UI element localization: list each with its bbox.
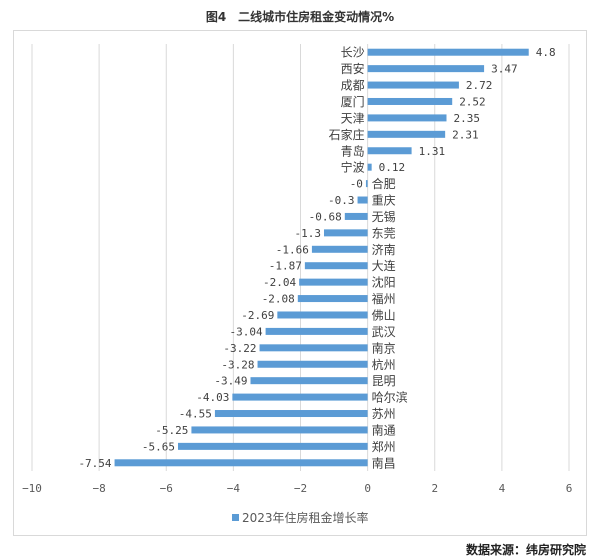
data-label: -3.28 <box>221 358 254 371</box>
bar <box>304 262 368 270</box>
category-label: 无锡 <box>372 209 396 224</box>
category-label: 济南 <box>372 242 396 257</box>
bar <box>367 97 453 105</box>
data-label: -2.08 <box>262 293 295 306</box>
data-label: 0.12 <box>379 161 406 174</box>
data-label: -4.03 <box>196 391 229 404</box>
data-label: 2.35 <box>453 112 480 125</box>
bar <box>177 442 368 450</box>
category-label: 南京 <box>372 340 396 355</box>
bar <box>191 426 368 434</box>
bar <box>114 459 368 467</box>
category-label: 青岛 <box>341 143 365 158</box>
bar <box>259 344 368 352</box>
data-label: -5.65 <box>142 440 175 453</box>
data-label: 2.52 <box>459 95 486 108</box>
x-tick-label: −10 <box>22 482 42 495</box>
bar <box>367 81 459 89</box>
x-tick-label: 0 <box>364 482 371 495</box>
data-label: 2.72 <box>466 79 493 92</box>
data-label: -0 <box>350 178 363 191</box>
category-label: 石家庄 <box>329 127 365 142</box>
bar <box>323 229 368 237</box>
data-label: -2.69 <box>241 309 274 322</box>
category-label: 东莞 <box>372 226 396 240</box>
category-label: 天津 <box>341 111 365 125</box>
bar <box>250 377 368 385</box>
data-label: -3.49 <box>214 375 247 388</box>
data-label: -1.87 <box>269 260 302 273</box>
category-label: 苏州 <box>372 407 396 421</box>
x-tick-label: −2 <box>294 482 307 495</box>
category-label: 武汉 <box>372 325 396 339</box>
data-label: -0.3 <box>328 194 355 207</box>
category-label: 南通 <box>372 422 396 437</box>
data-label: -3.04 <box>229 325 262 338</box>
data-label: 3.47 <box>491 63 518 76</box>
bar <box>357 196 368 204</box>
bar <box>299 278 368 286</box>
bar <box>367 65 485 73</box>
category-label: 郑州 <box>372 439 396 454</box>
data-label: -0.68 <box>309 210 342 223</box>
bar <box>297 295 368 303</box>
category-label: 福州 <box>372 291 396 306</box>
category-label: 成都 <box>341 79 365 93</box>
category-label: 长沙 <box>341 46 365 60</box>
bar <box>367 48 529 56</box>
bar <box>257 360 368 368</box>
bar <box>344 212 368 220</box>
x-tick-label: −8 <box>93 482 106 495</box>
chart-title: 图4 二线城市住房租金变动情况% <box>205 10 395 24</box>
category-label: 厦门 <box>341 94 365 109</box>
data-label: -2.04 <box>263 276 296 289</box>
legend: 2023年住房租金增长率 <box>232 509 369 526</box>
bar <box>367 163 372 171</box>
bar <box>311 245 368 253</box>
data-label: 2.31 <box>452 128 479 141</box>
legend-label: 2023年住房租金增长率 <box>242 511 369 525</box>
source-note: 数据来源：纬房研究院 <box>465 543 586 557</box>
category-label: 哈尔滨 <box>372 390 408 405</box>
data-label: -7.54 <box>78 457 111 470</box>
category-label: 西安 <box>341 61 365 76</box>
bar <box>367 130 446 138</box>
category-label: 合肥 <box>372 176 396 191</box>
data-label: -3.22 <box>223 342 256 355</box>
category-label: 佛山 <box>372 308 396 322</box>
data-label: -5.25 <box>155 424 188 437</box>
bar <box>232 393 368 401</box>
x-tick-label: 2 <box>431 482 438 495</box>
bar <box>214 410 368 418</box>
bar <box>265 327 368 335</box>
bar <box>365 180 368 188</box>
category-label: 昆明 <box>372 374 396 388</box>
category-label: 杭州 <box>372 357 396 372</box>
category-label: 沈阳 <box>372 275 396 290</box>
data-label: -1.3 <box>294 227 321 240</box>
category-label: 宁波 <box>341 160 365 175</box>
data-label: 4.8 <box>536 46 556 59</box>
bar <box>277 311 368 319</box>
data-label: -1.66 <box>276 243 309 256</box>
bar <box>367 147 412 155</box>
data-label: -4.55 <box>179 408 212 421</box>
x-tick-label: 6 <box>566 482 573 495</box>
x-tick-label: 4 <box>499 482 506 495</box>
x-tick-label: −6 <box>160 482 173 495</box>
data-label: 1.31 <box>419 145 446 158</box>
category-label: 南昌 <box>372 455 396 470</box>
category-label: 重庆 <box>372 194 396 208</box>
x-tick-label: −4 <box>227 482 241 495</box>
bar <box>367 114 447 122</box>
chart-frame <box>13 30 587 536</box>
legend-swatch <box>232 514 239 521</box>
category-label: 大连 <box>372 258 396 273</box>
